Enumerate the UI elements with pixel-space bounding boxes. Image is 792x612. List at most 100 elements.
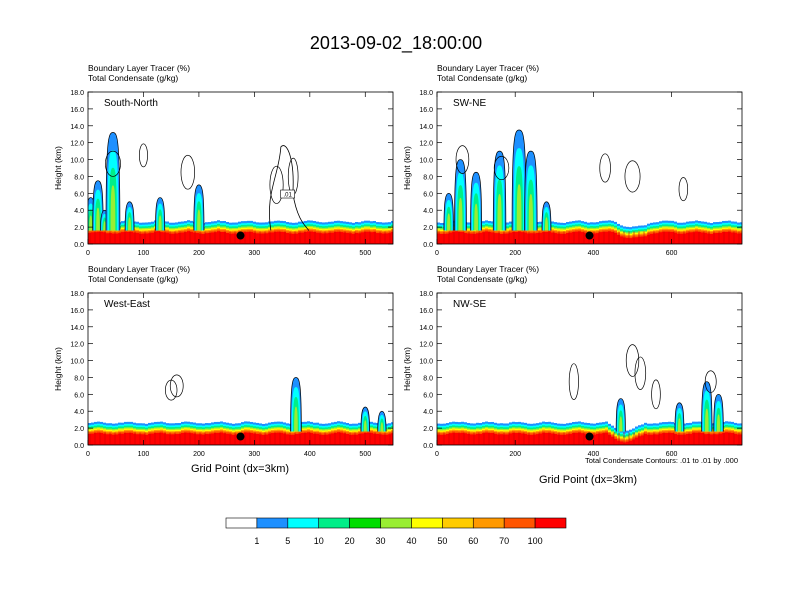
condensate-contour bbox=[164, 379, 178, 401]
boundary-layer-cell bbox=[97, 432, 100, 445]
boundary-layer-cell bbox=[740, 233, 742, 244]
boundary-layer-cell bbox=[452, 432, 455, 445]
plume-contour bbox=[470, 171, 483, 231]
boundary-layer-cell bbox=[127, 231, 130, 244]
boundary-layer-cell bbox=[458, 433, 461, 445]
boundary-layer-cell bbox=[244, 232, 247, 244]
panel-plot-area bbox=[88, 374, 393, 445]
boundary-layer-cell bbox=[521, 433, 524, 445]
boundary-layer-cell bbox=[259, 233, 262, 244]
boundary-layer-cell bbox=[623, 442, 626, 445]
boundary-layer-cell bbox=[343, 433, 346, 445]
boundary-layer-cell bbox=[205, 233, 208, 244]
x-tick-label: 200 bbox=[193, 451, 205, 458]
boundary-layer-cell bbox=[500, 233, 503, 244]
boundary-layer-cell bbox=[247, 231, 250, 244]
boundary-layer-cell bbox=[106, 233, 109, 244]
boundary-layer-cell bbox=[659, 433, 662, 445]
y-tick-label: 18.0 bbox=[70, 291, 84, 298]
boundary-layer-cell bbox=[244, 432, 247, 445]
boundary-layer-cell bbox=[226, 232, 229, 244]
boundary-layer-cell bbox=[539, 232, 542, 244]
boundary-layer-cell bbox=[566, 434, 569, 445]
y-tick-label: 2.0 bbox=[74, 426, 84, 433]
boundary-layer-cell bbox=[289, 434, 292, 445]
boundary-layer-cell bbox=[127, 432, 130, 445]
boundary-layer-cell bbox=[337, 231, 340, 244]
boundary-layer-cell bbox=[340, 232, 343, 244]
boundary-layer-cell bbox=[193, 433, 196, 445]
y-tick-label: 18.0 bbox=[70, 90, 84, 97]
boundary-layer-cell bbox=[94, 232, 97, 244]
condensate-contour bbox=[704, 370, 717, 393]
boundary-layer-cell bbox=[512, 432, 515, 445]
plume-shade bbox=[458, 197, 463, 231]
condensate-contour bbox=[651, 379, 661, 410]
boundary-layer-cell bbox=[286, 434, 289, 445]
boundary-layer-cell bbox=[635, 437, 638, 445]
panels-group: Boundary Layer Tracer (%) Total Condensat… bbox=[53, 63, 743, 458]
plume-shade bbox=[497, 193, 502, 231]
boundary-layer-cell bbox=[566, 233, 569, 244]
boundary-layer-cell bbox=[731, 232, 734, 244]
boundary-layer-cell bbox=[322, 434, 325, 445]
boundary-layer-cell bbox=[614, 438, 617, 445]
boundary-layer-cell bbox=[232, 434, 235, 445]
boundary-layer-cell bbox=[361, 232, 364, 244]
x-tick-label: 400 bbox=[588, 451, 600, 458]
colorbar-label: 50 bbox=[437, 536, 447, 546]
colorbar-swatch bbox=[411, 517, 443, 529]
panel-header-condensate: Total Condensate (g/kg) bbox=[437, 73, 527, 83]
boundary-layer-cell bbox=[683, 434, 686, 445]
boundary-layer-cell bbox=[479, 232, 482, 244]
boundary-layer-cell bbox=[367, 231, 370, 244]
boundary-layer-cell bbox=[689, 232, 692, 244]
colorbar-label: 5 bbox=[285, 536, 290, 546]
plume-contour bbox=[105, 132, 121, 231]
boundary-layer-cell bbox=[283, 433, 286, 445]
boundary-layer-cell bbox=[370, 232, 373, 244]
boundary-layer-cell bbox=[488, 231, 491, 244]
y-tick-label: 12.0 bbox=[70, 342, 84, 349]
boundary-layer-cell bbox=[115, 233, 118, 244]
boundary-layer-cell bbox=[373, 433, 376, 445]
boundary-layer-cell bbox=[196, 232, 199, 244]
boundary-layer-cell bbox=[169, 233, 172, 244]
boundary-layer-cell bbox=[722, 231, 725, 244]
boundary-layer-cell bbox=[620, 236, 623, 244]
x-axis-label-left: Grid Point (dx=3km) bbox=[191, 463, 289, 475]
boundary-layer-cell bbox=[674, 232, 677, 244]
boundary-layer-cell bbox=[602, 231, 605, 244]
boundary-layer-cell bbox=[352, 233, 355, 244]
boundary-layer-cell bbox=[250, 432, 253, 445]
plume-contour bbox=[454, 159, 467, 231]
colorbar-swatch bbox=[256, 517, 289, 529]
boundary-layer-cell bbox=[575, 231, 578, 244]
boundary-layer-cell bbox=[193, 232, 196, 244]
boundary-layer-cell bbox=[632, 439, 635, 445]
boundary-layer-cell bbox=[379, 434, 382, 445]
boundary-layer-cell bbox=[599, 433, 602, 445]
boundary-layer-cell bbox=[355, 232, 358, 244]
panel-header-tracer: Boundary Layer Tracer (%) bbox=[88, 264, 190, 274]
condensate-contour bbox=[455, 145, 470, 174]
y-tick-label: 10.0 bbox=[419, 158, 433, 165]
y-tick-label: 16.0 bbox=[419, 308, 433, 315]
boundary-layer-cell bbox=[175, 434, 178, 445]
boundary-layer-cell bbox=[656, 233, 659, 244]
boundary-layer-cell bbox=[446, 233, 449, 244]
boundary-layer-cell bbox=[322, 233, 325, 244]
plume-shade bbox=[516, 184, 522, 231]
plume-shade bbox=[294, 406, 298, 432]
boundary-layer-cell bbox=[464, 433, 467, 445]
boundary-layer-cell bbox=[310, 432, 313, 445]
boundary-layer-cell bbox=[551, 232, 554, 244]
y-tick-label: 14.0 bbox=[70, 325, 84, 332]
condensate-contour bbox=[139, 143, 148, 168]
x-tick-label: 200 bbox=[193, 250, 205, 257]
boundary-layer-cell bbox=[154, 432, 157, 445]
boundary-layer-cell bbox=[256, 433, 259, 445]
colorbar-swatch bbox=[349, 517, 381, 529]
plume-contour bbox=[713, 393, 724, 432]
x-tick-label: 100 bbox=[138, 451, 150, 458]
